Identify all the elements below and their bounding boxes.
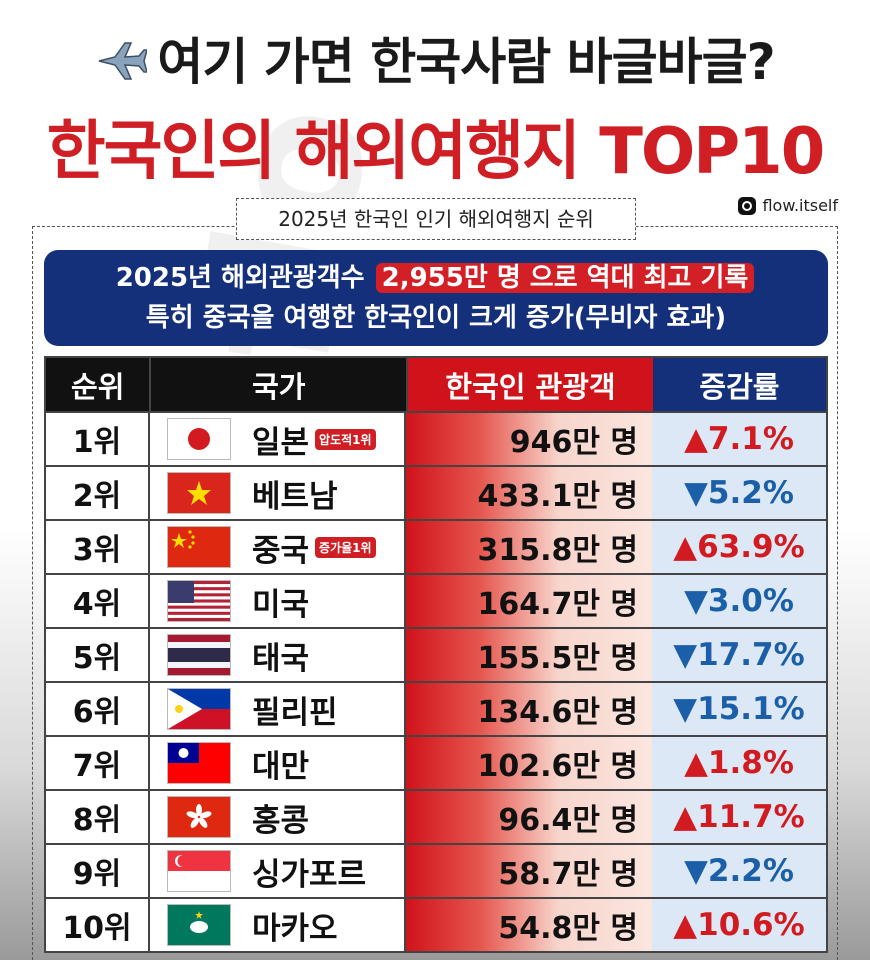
info-banner: 2025년 해외관광객수 2,955만 명 으로 역대 최고 기록 특히 중국을… (44, 250, 828, 346)
country-cell: 일본 압도적1위 (150, 413, 406, 465)
country-name: 중국 (252, 532, 310, 569)
rank-cell: 3위 (46, 521, 150, 573)
table-row: 6위 필리핀 134.6만 명 ▼15.1% (46, 683, 826, 735)
change-cell: ▲7.1% (652, 413, 826, 465)
change-cell: ▲10.6% (652, 899, 826, 951)
tourists-cell: 96.4만 명 (406, 791, 652, 843)
banner-line2: 특히 중국을 여행한 한국인이 크게 증가(무비자 효과) (145, 303, 727, 333)
rank-cell: 9위 (46, 845, 150, 897)
change-cell: ▲63.9% (652, 521, 826, 573)
country-cell: 마카오 (150, 899, 406, 951)
country-cell: 대만 (150, 737, 406, 789)
table-row: 2위 베트남 433.1만 명 ▼5.2% (46, 467, 826, 519)
rank-cell: 10위 (46, 899, 150, 951)
title-line1: 여기 가면 한국사람 바글바글? (157, 33, 775, 91)
subtitle: 2025년 한국인 인기 해외여행지 순위 (236, 198, 636, 240)
change-cell: ▼3.0% (652, 575, 826, 627)
country-name: 필리핀 (252, 694, 338, 731)
tourists-cell: 134.6만 명 (406, 683, 652, 735)
country-name: 대만 (252, 748, 310, 785)
macau-flag (168, 905, 230, 945)
taiwan-flag (168, 743, 230, 783)
change-cell: ▼2.2% (652, 845, 826, 897)
country-cell: 싱가포르 (150, 845, 406, 897)
table-row: 9위 싱가포르 58.7만 명 ▼2.2% (46, 845, 826, 897)
country-name: 미국 (252, 586, 310, 623)
banner-highlight: 2,955만 명 으로 역대 최고 기록 (375, 263, 755, 293)
table-row: 5위 태국 155.5만 명 ▼17.7% (46, 629, 826, 681)
philippines-flag (168, 689, 230, 729)
change-cell: ▼5.2% (652, 467, 826, 519)
country-name: 태국 (252, 640, 310, 677)
header-tourists: 한국인 관광객 (408, 358, 653, 411)
change-cell: ▲1.8% (652, 737, 826, 789)
change-cell: ▲11.7% (652, 791, 826, 843)
ranking-table: 순위 국가 한국인 관광객 증감률 1위 일본 압도적1위 946만 명 ▲7.… (44, 356, 828, 953)
header-rank: 순위 (46, 358, 152, 411)
rank-cell: 5위 (46, 629, 150, 681)
table-body: 1위 일본 압도적1위 946만 명 ▲7.1% 2위 베트남 433.1만 명… (46, 413, 826, 951)
rank-cell: 2위 (46, 467, 150, 519)
table-header: 순위 국가 한국인 관광객 증감률 (46, 358, 826, 411)
change-cell: ▼17.7% (652, 629, 826, 681)
table-row: 1위 일본 압도적1위 946만 명 ▲7.1% (46, 413, 826, 465)
country-cell: 미국 (150, 575, 406, 627)
japan-flag (168, 419, 230, 459)
table-row: 7위 대만 102.6만 명 ▲1.8% (46, 737, 826, 789)
country-name: 일본 (252, 424, 310, 461)
rank-cell: 1위 (46, 413, 150, 465)
table-row: 10위 마카오 54.8만 명 ▲10.6% (46, 899, 826, 951)
tourists-cell: 102.6만 명 (406, 737, 652, 789)
source-credit: flow.itself (738, 196, 838, 215)
country-name: 싱가포르 (252, 856, 367, 893)
country-cell: 베트남 (150, 467, 406, 519)
rank-cell: 8위 (46, 791, 150, 843)
tourists-cell: 54.8만 명 (406, 899, 652, 951)
tourists-cell: 433.1만 명 (406, 467, 652, 519)
china-flag (168, 527, 230, 567)
tourists-cell: 164.7만 명 (406, 575, 652, 627)
thailand-flag (168, 635, 230, 675)
country-cell: 홍콩 (150, 791, 406, 843)
banner-line1-text: 2025년 해외관광객수 (115, 263, 374, 293)
instagram-icon (738, 196, 757, 215)
usa-flag (168, 581, 230, 621)
airplane-icon (95, 37, 149, 95)
country-cell: 태국 (150, 629, 406, 681)
rank-cell: 4위 (46, 575, 150, 627)
country-name: 베트남 (252, 478, 338, 515)
tourists-cell: 58.7만 명 (406, 845, 652, 897)
country-cell: 중국 증가율1위 (150, 521, 406, 573)
change-cell: ▼15.1% (652, 683, 826, 735)
rank-badge: 증가율1위 (315, 536, 376, 558)
country-name: 홍콩 (252, 802, 310, 839)
table-row: 4위 미국 164.7만 명 ▼3.0% (46, 575, 826, 627)
source-handle: flow.itself (762, 196, 838, 215)
table-row: 3위 중국 증가율1위 315.8만 명 ▲63.9% (46, 521, 826, 573)
banner-line1: 2025년 해외관광객수 2,955만 명 으로 역대 최고 기록 (116, 258, 757, 298)
singapore-flag (168, 851, 230, 891)
hongkong-flag (168, 797, 230, 837)
page-title: 여기 가면 한국사람 바글바글? (0, 22, 870, 95)
header-country: 국가 (151, 358, 409, 411)
rank-badge: 압도적1위 (315, 428, 376, 450)
rank-cell: 6위 (46, 683, 150, 735)
tourists-cell: 315.8만 명 (406, 521, 652, 573)
header-change: 증감률 (652, 358, 826, 411)
tourists-cell: 946만 명 (406, 413, 652, 465)
country-cell: 필리핀 (150, 683, 406, 735)
rank-cell: 7위 (46, 737, 150, 789)
vietnam-flag (168, 473, 230, 513)
table-row: 8위 홍콩 96.4만 명 ▲11.7% (46, 791, 826, 843)
page-headline: 한국인의 해외여행지 TOP10 (46, 115, 826, 189)
tourists-cell: 155.5만 명 (406, 629, 652, 681)
country-name: 마카오 (252, 910, 338, 947)
